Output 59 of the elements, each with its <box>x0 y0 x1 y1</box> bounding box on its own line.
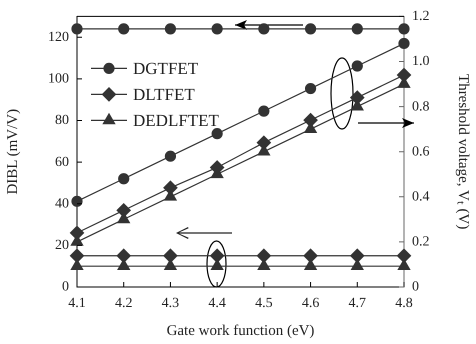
x-tick-label: 4.7 <box>348 296 366 312</box>
y2-tick-label: 1.2 <box>412 9 430 24</box>
x-tick-label: 4.6 <box>302 296 320 312</box>
x-tick-label: 4.1 <box>68 296 86 312</box>
point <box>396 68 412 82</box>
point <box>258 23 270 34</box>
point <box>70 248 84 263</box>
x-tick-label: 4.3 <box>162 296 180 312</box>
point <box>350 90 364 105</box>
point <box>71 196 83 207</box>
point <box>303 248 318 263</box>
y-tick-label: 80 <box>55 113 69 128</box>
y2-tick-label: 0 <box>412 280 419 295</box>
y-tick-label: 40 <box>55 196 69 212</box>
y-tick-label: 120 <box>48 30 69 45</box>
x-tick-label: 4.4 <box>208 296 226 312</box>
point <box>352 60 363 72</box>
legend-label: DGTFET <box>133 58 199 78</box>
x-axis-title: Gate work function (eV) <box>166 322 314 339</box>
point <box>398 38 410 50</box>
point <box>118 173 130 184</box>
y2-tick-label: 0.4 <box>412 189 430 204</box>
y2-tick-label: 0.8 <box>412 99 430 114</box>
x-tick-label: 4.5 <box>255 296 273 312</box>
y-tick-label: 100 <box>48 72 69 87</box>
point <box>116 203 131 218</box>
point <box>164 23 176 34</box>
point <box>210 248 224 263</box>
y2-tick-label: 0.2 <box>412 234 430 250</box>
y-tick-label: 0 <box>62 280 69 295</box>
point <box>163 248 178 263</box>
point <box>396 248 412 263</box>
y-tick-label: 20 <box>55 238 69 254</box>
point <box>212 23 223 34</box>
point <box>71 23 83 34</box>
y2-axis-title: Threshold voltage, Vₜ (V) <box>455 74 472 230</box>
point <box>164 150 176 162</box>
point <box>70 226 84 240</box>
x-tick-label: 4.2 <box>114 296 132 312</box>
point <box>258 106 270 117</box>
point <box>256 136 271 150</box>
point <box>163 180 178 195</box>
y-axis-title: DIBL (mV/V) <box>4 108 21 195</box>
legend-label: DEDLFTET <box>133 110 220 130</box>
point <box>303 113 318 128</box>
point <box>256 248 271 263</box>
y2-tick-label: 0.6 <box>412 144 430 160</box>
point <box>116 248 131 263</box>
x-tick-label: 4.8 <box>395 296 413 312</box>
point <box>350 248 364 263</box>
y-tick-label: 60 <box>55 154 69 170</box>
point <box>398 23 410 34</box>
point <box>304 82 316 94</box>
legend-label: DLTFET <box>133 84 196 104</box>
y2-tick-label: 1.0 <box>412 54 430 70</box>
point <box>304 23 316 34</box>
point <box>118 23 130 34</box>
point <box>212 128 223 140</box>
point <box>352 23 363 34</box>
